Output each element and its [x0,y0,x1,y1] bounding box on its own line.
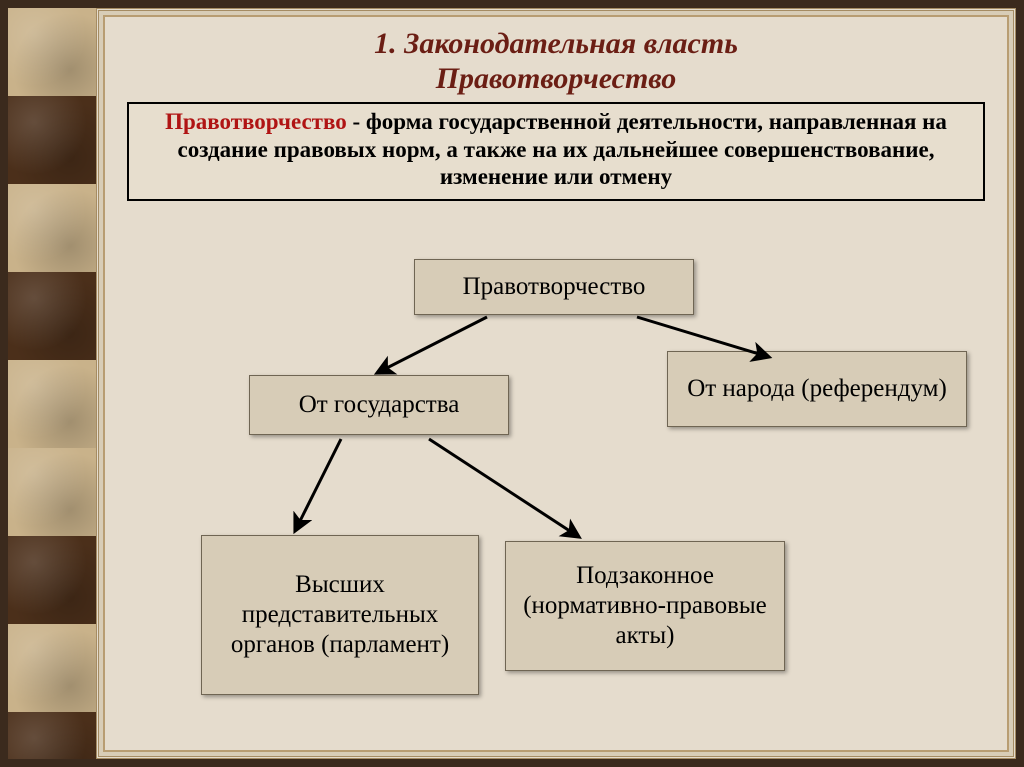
decorative-tile [8,624,96,712]
definition-term: Правотворчество [165,109,347,134]
decorative-tile [8,536,96,624]
definition-box: Правотворчество - форма государственной … [127,102,985,201]
node-from-people: От народа (референдум) [667,351,967,427]
node-from-state: От государства [249,375,509,435]
decorative-tile [8,448,96,536]
node-root: Правотворчество [414,259,694,315]
node-parl-label: Высших представительных органов (парламе… [212,570,468,660]
decorative-tile [8,712,96,759]
decorative-tile [8,96,96,184]
title-line-1: 1. Законодательная власть [374,27,738,60]
node-sub-label: Подзаконное (нормативно-правовые акты) [516,561,774,651]
decorative-tile [8,8,96,96]
slide-title: 1. Законодательная власть Правотворчеств… [109,27,1003,96]
decorative-tile [8,184,96,272]
node-people-label: От народа (референдум) [687,374,947,404]
diagram-stage: 1. Законодательная власть Правотворчеств… [109,21,1003,746]
slide-frame: 1. Законодательная власть Правотворчеств… [0,0,1024,767]
decorative-tile [8,360,96,448]
decorative-left-strip [8,8,96,759]
decorative-tile [8,272,96,360]
title-line-2: Правотворчество [436,62,677,95]
node-parliament: Высших представительных органов (парламе… [201,535,479,695]
node-sublegislative: Подзаконное (нормативно-правовые акты) [505,541,785,671]
slide-content: 1. Законодательная власть Правотворчеств… [96,8,1016,759]
node-state-label: От государства [299,390,460,420]
node-root-label: Правотворчество [463,272,646,302]
